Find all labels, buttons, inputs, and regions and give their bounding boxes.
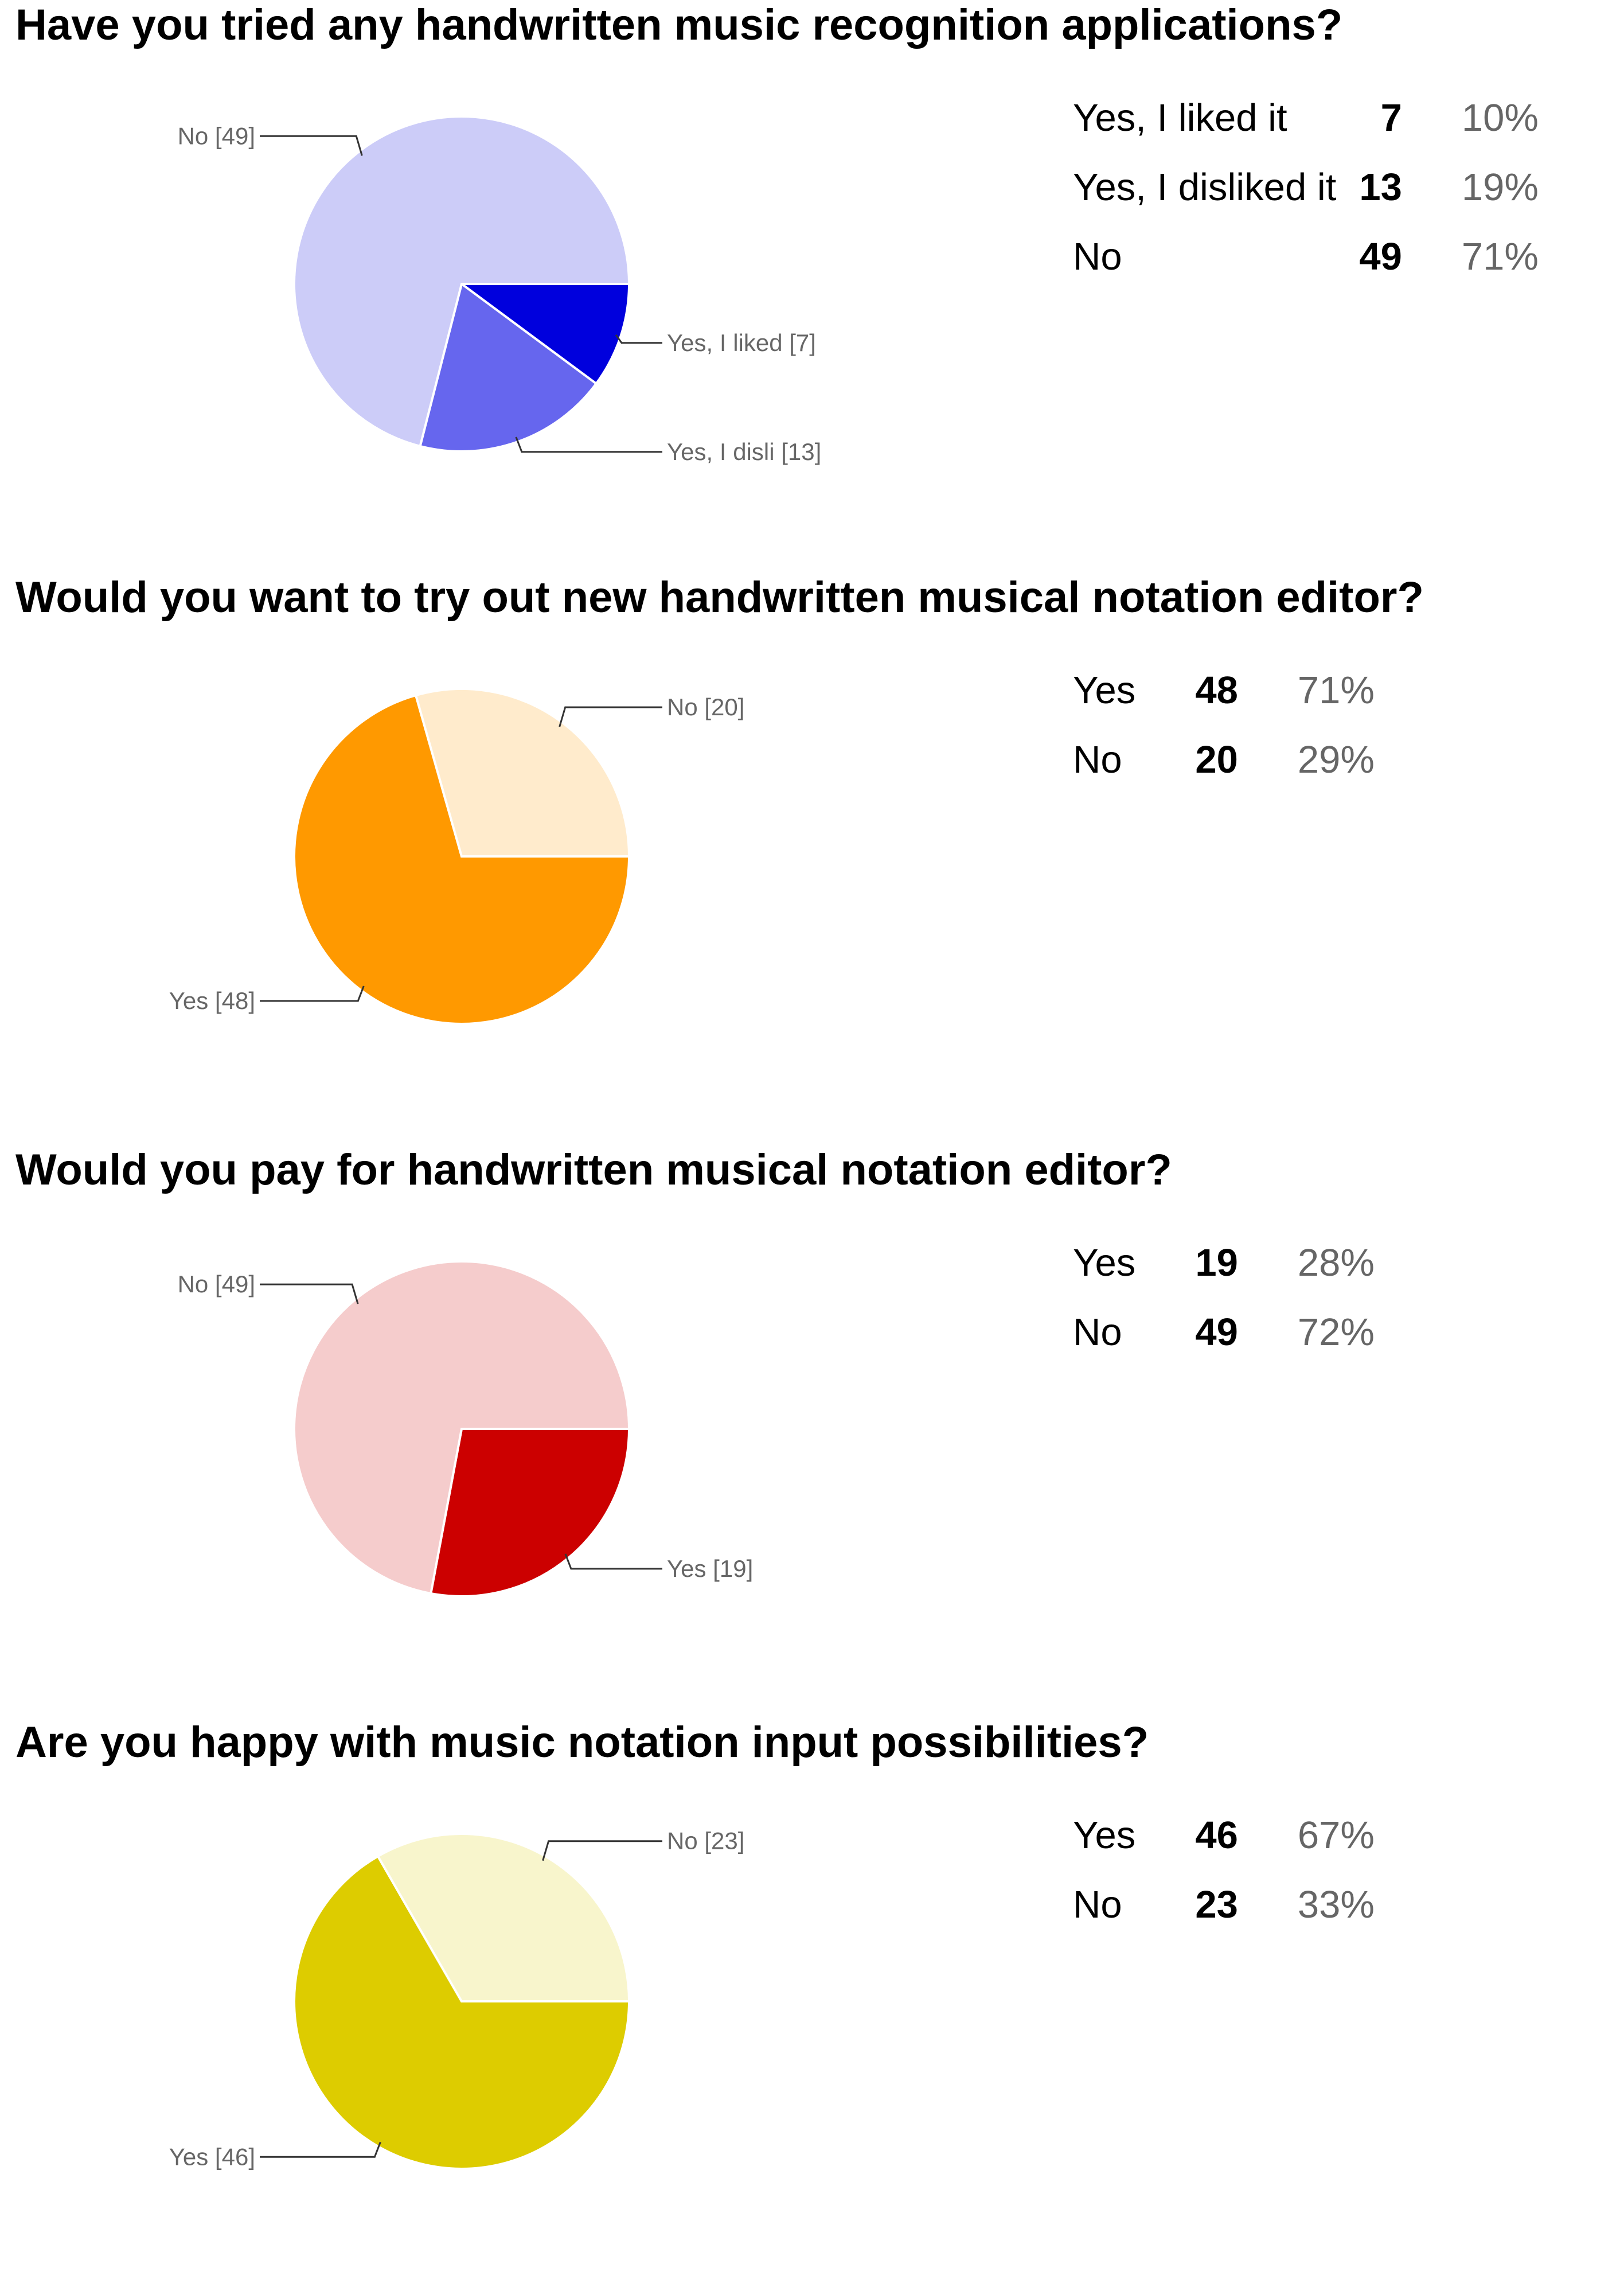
answer-percent: 19% bbox=[1461, 166, 1539, 209]
answer-count: 48 bbox=[1195, 669, 1238, 712]
summary-table: Yes, I liked it 7 10% Yes, I disliked it… bbox=[1073, 83, 1539, 291]
slice-callout-label: Yes [46] bbox=[169, 2143, 255, 2170]
callout-leader-line bbox=[564, 1553, 662, 1570]
pie-slice bbox=[458, 283, 631, 385]
question-title: Are you happy with music notation input … bbox=[15, 1718, 1149, 1767]
slice-callout-label: No [23] bbox=[667, 1828, 744, 1854]
callout-leader-line bbox=[260, 135, 363, 156]
summary-table: Yes 46 67% No 23 33% bbox=[1073, 1801, 1375, 1939]
summary-row: No 49 72% bbox=[1073, 1298, 1375, 1367]
pie-chart: No [20] Yes [48] bbox=[169, 687, 744, 1025]
pie-slice bbox=[414, 687, 631, 858]
answer-count: 7 bbox=[1380, 96, 1402, 139]
slice-callout-label: No [20] bbox=[667, 693, 744, 720]
answer-percent: 29% bbox=[1297, 738, 1375, 781]
slice-callout-label: Yes, I liked [7] bbox=[667, 329, 816, 356]
answer-count: 19 bbox=[1195, 1241, 1238, 1284]
slice-callout-label: No [49] bbox=[178, 1271, 255, 1298]
slice-callout-label: Yes [48] bbox=[169, 987, 255, 1014]
answer-percent: 33% bbox=[1297, 1883, 1375, 1926]
question-section-2: Would you want to try out new handwritte… bbox=[0, 572, 1624, 1146]
summary-table: Yes 19 28% No 49 72% bbox=[1073, 1228, 1375, 1367]
answer-percent: 71% bbox=[1297, 669, 1375, 712]
question-title: Would you want to try out new handwritte… bbox=[15, 573, 1424, 622]
pie-slice bbox=[293, 693, 631, 1025]
answer-label: No bbox=[1073, 235, 1122, 278]
summary-row: Yes, I liked it 7 10% bbox=[1073, 83, 1539, 153]
pie-slice bbox=[429, 1428, 631, 1598]
summary-row: Yes 46 67% bbox=[1073, 1801, 1375, 1870]
answer-label: No bbox=[1073, 1311, 1122, 1354]
pie-chart: Yes [19] No [49] bbox=[178, 1260, 753, 1598]
callout-leader-line bbox=[260, 1283, 359, 1304]
summary-table: Yes 48 71% No 20 29% bbox=[1073, 656, 1375, 794]
summary-row: No 23 33% bbox=[1073, 1870, 1375, 1939]
callout-leader-line bbox=[515, 437, 662, 453]
slice-callout-label: No [49] bbox=[178, 122, 255, 149]
answer-count: 46 bbox=[1195, 1814, 1238, 1857]
answer-count: 13 bbox=[1359, 166, 1402, 209]
summary-row: No 49 71% bbox=[1073, 222, 1539, 291]
question-section-4: Are you happy with music notation input … bbox=[0, 1717, 1624, 2291]
answer-label: Yes bbox=[1073, 1241, 1136, 1284]
answer-count: 20 bbox=[1195, 738, 1238, 781]
answer-percent: 72% bbox=[1297, 1311, 1375, 1354]
slice-callout-label: Yes [19] bbox=[667, 1555, 753, 1582]
callout-leader-line bbox=[260, 985, 365, 1002]
answer-label: No bbox=[1073, 1883, 1122, 1926]
callout-leader-line bbox=[542, 1840, 662, 1861]
question-title: Have you tried any handwritten music rec… bbox=[15, 1, 1343, 49]
answer-percent: 67% bbox=[1297, 1814, 1375, 1857]
answer-percent: 71% bbox=[1461, 235, 1539, 278]
answer-count: 23 bbox=[1195, 1883, 1238, 1926]
summary-row: No 20 29% bbox=[1073, 725, 1375, 794]
answer-percent: 28% bbox=[1297, 1241, 1375, 1284]
pie-slice bbox=[293, 115, 631, 448]
callout-leader-line bbox=[559, 706, 662, 727]
pie-slice bbox=[376, 1833, 631, 2002]
question-section-1: Have you tried any handwritten music rec… bbox=[0, 0, 1624, 574]
pie-chart: No [23] Yes [46] bbox=[169, 1828, 745, 2171]
callout-leader-line bbox=[260, 2141, 381, 2158]
pie-chart: Yes, I liked [7] Yes, I disli [13] No [49] bbox=[178, 115, 821, 465]
answer-label: Yes bbox=[1073, 669, 1136, 712]
question-title: Would you pay for handwritten musical no… bbox=[15, 1146, 1172, 1194]
answer-label: Yes bbox=[1073, 1814, 1136, 1857]
answer-label: No bbox=[1073, 738, 1122, 781]
answer-label: Yes, I disliked it bbox=[1073, 166, 1337, 209]
answer-count: 49 bbox=[1195, 1311, 1238, 1354]
summary-row: Yes, I disliked it 13 19% bbox=[1073, 153, 1539, 222]
callout-leader-line bbox=[615, 334, 662, 344]
pie-slice bbox=[293, 1260, 631, 1595]
summary-row: Yes 48 71% bbox=[1073, 656, 1375, 725]
question-section-3: Would you pay for handwritten musical no… bbox=[0, 1145, 1624, 1719]
answer-label: Yes, I liked it bbox=[1073, 96, 1287, 139]
answer-count: 49 bbox=[1359, 235, 1402, 278]
answer-percent: 10% bbox=[1461, 96, 1539, 139]
slice-callout-label: Yes, I disli [13] bbox=[667, 438, 821, 465]
summary-row: Yes 19 28% bbox=[1073, 1228, 1375, 1298]
